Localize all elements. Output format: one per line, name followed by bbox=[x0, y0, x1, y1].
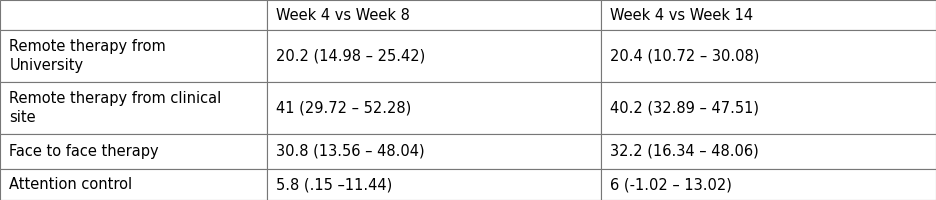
Text: 6 (-1.02 – 13.02): 6 (-1.02 – 13.02) bbox=[610, 177, 732, 192]
Text: Week 4 vs Week 8: Week 4 vs Week 8 bbox=[276, 7, 410, 22]
Text: 32.2 (16.34 – 48.06): 32.2 (16.34 – 48.06) bbox=[610, 144, 759, 159]
Bar bbox=[0, 0, 267, 30]
Bar bbox=[0, 169, 267, 200]
Bar bbox=[601, 169, 936, 200]
Bar bbox=[601, 82, 936, 134]
Text: Remote therapy from
University: Remote therapy from University bbox=[9, 39, 166, 73]
Text: Face to face therapy: Face to face therapy bbox=[9, 144, 159, 159]
Bar bbox=[601, 134, 936, 169]
Text: 20.2 (14.98 – 25.42): 20.2 (14.98 – 25.42) bbox=[276, 48, 425, 64]
Bar bbox=[267, 82, 601, 134]
Bar bbox=[267, 134, 601, 169]
Bar bbox=[0, 134, 267, 169]
Text: 41 (29.72 – 52.28): 41 (29.72 – 52.28) bbox=[276, 100, 411, 116]
Bar bbox=[0, 82, 267, 134]
Text: Remote therapy from clinical
site: Remote therapy from clinical site bbox=[9, 91, 222, 125]
Bar bbox=[601, 0, 936, 30]
Bar bbox=[0, 30, 267, 82]
Bar bbox=[267, 169, 601, 200]
Text: 40.2 (32.89 – 47.51): 40.2 (32.89 – 47.51) bbox=[610, 100, 759, 116]
Text: Week 4 vs Week 14: Week 4 vs Week 14 bbox=[610, 7, 753, 22]
Text: 20.4 (10.72 – 30.08): 20.4 (10.72 – 30.08) bbox=[610, 48, 760, 64]
Bar bbox=[601, 30, 936, 82]
Text: 30.8 (13.56 – 48.04): 30.8 (13.56 – 48.04) bbox=[276, 144, 425, 159]
Bar bbox=[267, 0, 601, 30]
Text: Attention control: Attention control bbox=[9, 177, 133, 192]
Bar bbox=[267, 30, 601, 82]
Text: 5.8 (.15 –11.44): 5.8 (.15 –11.44) bbox=[276, 177, 392, 192]
